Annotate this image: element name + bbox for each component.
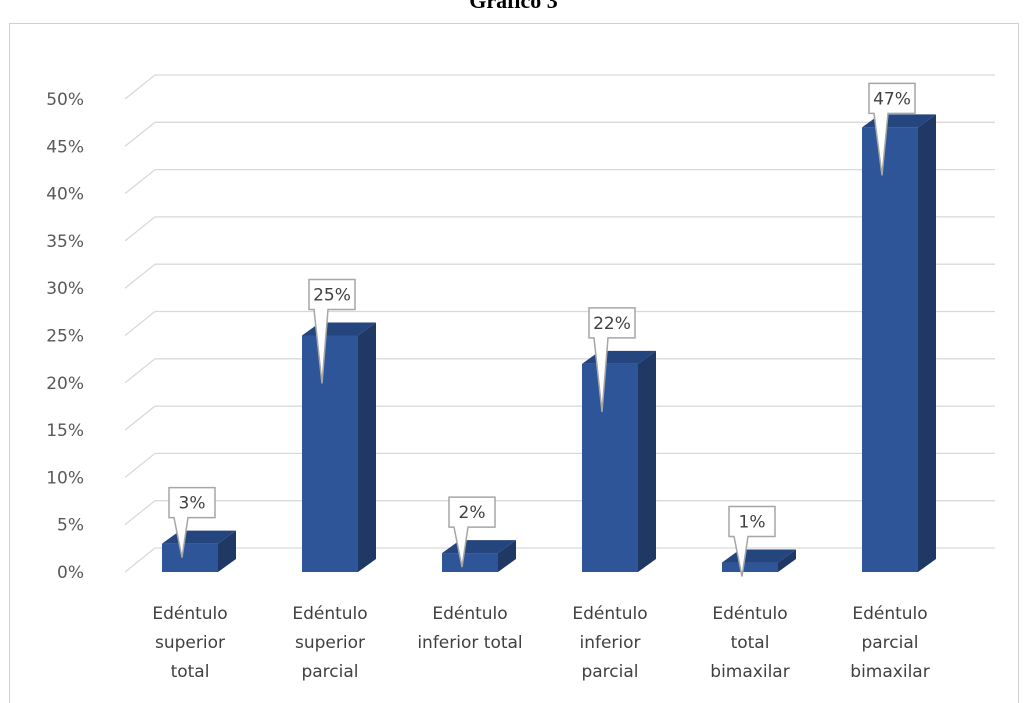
bar bbox=[302, 335, 358, 572]
data-label-callout bbox=[868, 82, 916, 176]
bar-side bbox=[498, 540, 516, 572]
y-tick-label: 35% bbox=[46, 232, 84, 252]
data-label: 22% bbox=[593, 314, 631, 334]
category-label: parcial bbox=[581, 662, 638, 682]
data-label: 2% bbox=[459, 503, 486, 523]
category-label: superior bbox=[295, 633, 365, 653]
gridlines bbox=[124, 74, 995, 573]
data-label: 3% bbox=[179, 494, 206, 514]
gridline-wall bbox=[124, 121, 156, 147]
y-tick-label: 0% bbox=[57, 563, 84, 583]
category-label: superior bbox=[155, 633, 225, 653]
bar bbox=[862, 127, 918, 572]
data-labels: 3% 25% 2% 22% 1% 47% bbox=[168, 82, 916, 577]
gridline-wall bbox=[124, 405, 156, 431]
gridline-wall bbox=[124, 452, 156, 478]
data-label-callout bbox=[728, 505, 776, 577]
chart-frame bbox=[9, 23, 1019, 703]
data-label-callout bbox=[168, 486, 216, 558]
y-axis-ticks: 0% 5% 10% 15% 20% 25% 30% 35% 40% 45% 50% bbox=[46, 90, 84, 583]
category-label: bimaxilar bbox=[710, 662, 789, 682]
gridline-wall bbox=[124, 74, 156, 100]
bar bbox=[162, 543, 218, 572]
bars bbox=[162, 114, 936, 572]
y-tick-label: 15% bbox=[46, 421, 84, 441]
bar-side bbox=[778, 549, 796, 572]
data-label: 25% bbox=[313, 286, 351, 306]
bar-side bbox=[918, 114, 936, 572]
bar-side bbox=[218, 530, 236, 572]
bar bbox=[722, 562, 778, 572]
y-tick-label: 10% bbox=[46, 468, 84, 488]
data-label-callout bbox=[308, 278, 356, 384]
gridline-wall bbox=[124, 169, 156, 195]
data-label: 47% bbox=[873, 89, 911, 109]
bar bbox=[582, 363, 638, 572]
y-tick-label: 25% bbox=[46, 327, 84, 347]
gridline-wall bbox=[124, 263, 156, 289]
category-label: parcial bbox=[861, 633, 918, 653]
category-label: Edéntulo bbox=[152, 604, 227, 624]
gridline-wall bbox=[124, 500, 156, 526]
category-label: total bbox=[731, 633, 770, 653]
category-label: bimaxilar bbox=[850, 662, 929, 682]
category-label: Edéntulo bbox=[572, 604, 647, 624]
data-label-callout bbox=[588, 307, 636, 412]
gridline-wall bbox=[124, 547, 156, 573]
y-tick-label: 45% bbox=[46, 137, 84, 157]
data-label-callout bbox=[448, 496, 496, 568]
category-label: inferior total bbox=[417, 633, 522, 653]
gridline-wall bbox=[124, 310, 156, 337]
data-label: 1% bbox=[739, 513, 766, 533]
category-label: Edéntulo bbox=[292, 604, 367, 624]
y-tick-label: 50% bbox=[46, 90, 84, 110]
category-label: parcial bbox=[301, 662, 358, 682]
y-tick-label: 20% bbox=[46, 374, 84, 394]
bar-side bbox=[638, 350, 656, 572]
category-label: Edéntulo bbox=[852, 604, 927, 624]
chart-title: Gráfico 3 bbox=[469, 0, 558, 13]
category-label: total bbox=[171, 662, 210, 682]
gridline-wall bbox=[124, 358, 156, 384]
category-label: Edéntulo bbox=[712, 604, 787, 624]
bar-side bbox=[358, 322, 376, 572]
gridline-wall bbox=[124, 216, 156, 242]
y-tick-label: 30% bbox=[46, 279, 84, 299]
bar bbox=[442, 553, 498, 572]
category-label: inferior bbox=[579, 633, 640, 653]
y-tick-label: 40% bbox=[46, 185, 84, 205]
category-label: Edéntulo bbox=[432, 604, 507, 624]
category-labels: Edéntulo superior total Edéntulo superior par… bbox=[152, 604, 929, 682]
y-tick-label: 5% bbox=[57, 516, 84, 536]
